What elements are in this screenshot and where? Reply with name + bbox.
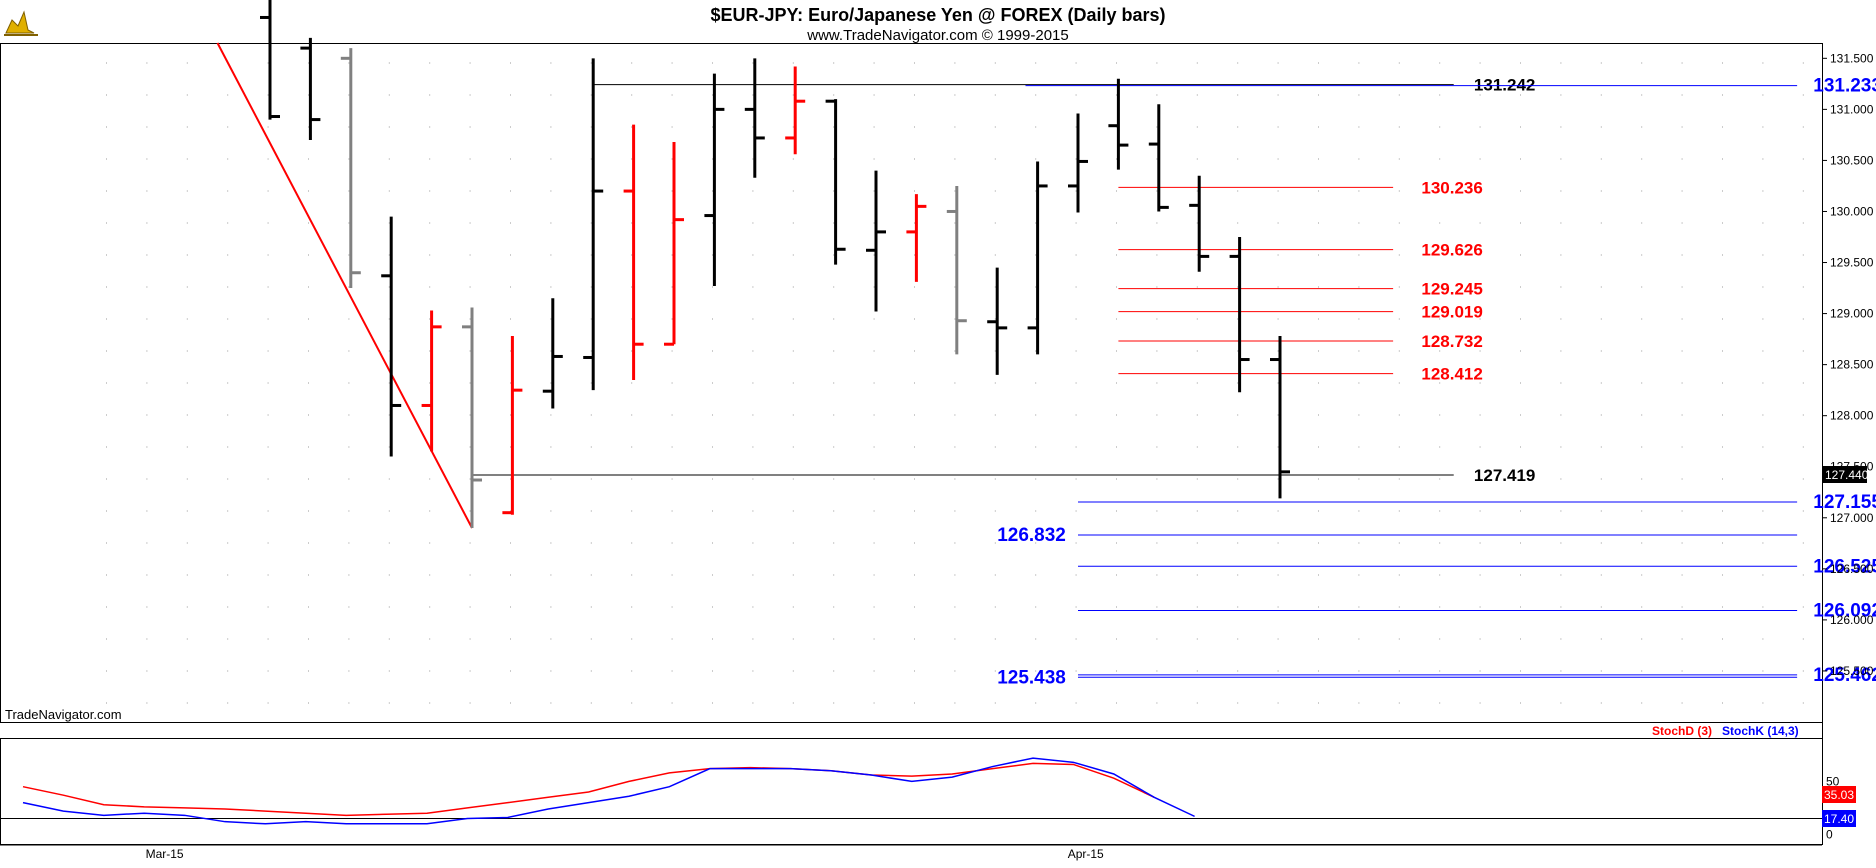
level-label: 127.155 [1813, 492, 1876, 513]
stoch-tick-label: 0 [1826, 827, 1833, 841]
ohlc-bar [300, 37, 321, 140]
ohlc-bar [583, 58, 604, 391]
ohlc-bar [704, 73, 725, 287]
chart-title: $EUR-JPY: Euro/Japanese Yen @ FOREX (Dai… [710, 5, 1165, 25]
ohlc-bar [1108, 78, 1129, 170]
price-levels: 131.242 131.233130.236129.626129.245129.0… [472, 76, 1876, 688]
ohlc-bar [1270, 336, 1290, 499]
price-tick-label: 129.000 [1830, 307, 1874, 321]
price-tick-label: 126.500 [1830, 562, 1874, 576]
stoch-d-legend: StochD (3) [1652, 724, 1712, 738]
ohlc-bar [1148, 104, 1169, 212]
price-tick-label: 131.500 [1830, 51, 1874, 65]
stoch-k-line [22, 757, 1195, 825]
ohlc-bar [502, 336, 523, 515]
stoch-k-legend: StochK (14,3) [1722, 724, 1799, 738]
level-label: 128.412 [1421, 365, 1482, 384]
level-label: 126.832 [997, 525, 1066, 546]
price-axis: 125.500126.000126.500127.000127.500128.0… [1822, 51, 1874, 678]
stoch-d-tag: 35.03 [1824, 788, 1854, 802]
level-label: 131.233 [1813, 76, 1876, 97]
level-label: 130.236 [1421, 178, 1482, 197]
stoch-tick-label: 50 [1826, 774, 1840, 788]
app-logo [4, 10, 38, 36]
ohlc-bar [946, 185, 967, 355]
price-panel [0, 43, 1823, 723]
level-label: 126.092 [1813, 601, 1876, 622]
watermark: TradeNavigator.com [5, 707, 122, 722]
ohlc-bar [1229, 237, 1250, 393]
ohlc-bar [421, 310, 442, 452]
price-tick-label: 129.500 [1830, 256, 1874, 270]
price-tick-label: 130.500 [1830, 153, 1874, 167]
price-tick-label: 127.000 [1830, 511, 1874, 525]
level-label: 129.626 [1421, 241, 1482, 260]
ohlc-bar [462, 307, 482, 528]
stoch-d-tag-bg [1822, 786, 1856, 803]
ohlc-bar [866, 170, 886, 312]
ohlc-bar [987, 267, 1008, 375]
ohlc-bar [825, 99, 846, 265]
ohlc-bar [542, 298, 563, 409]
level-label: 126.525 [1813, 556, 1876, 577]
last-price-tag: 127.440 [1825, 468, 1869, 482]
price-tick-label: 128.500 [1830, 358, 1874, 372]
date-label: Apr-15 [1068, 847, 1104, 861]
trendline-segment [216, 42, 473, 529]
ohlc-bar [744, 58, 765, 178]
stoch-k-tag: 17.40 [1824, 812, 1854, 826]
trendline [216, 42, 473, 529]
level-label: 125.462 [1813, 665, 1876, 686]
level-label: 127.419 [1474, 466, 1535, 485]
price-tick-label: 126.000 [1830, 613, 1874, 627]
grid [106, 62, 1804, 704]
ohlc-bar [1189, 175, 1210, 272]
level-label: 128.732 [1421, 332, 1482, 351]
ohlc-bar [381, 216, 402, 457]
level-label: 129.019 [1421, 303, 1482, 322]
ohlc-bar [785, 66, 806, 155]
date-label: Mar-15 [146, 847, 184, 861]
grid-dots [106, 62, 1804, 704]
last-price-tag-bg [1822, 466, 1867, 483]
ohlc-bar [340, 48, 361, 289]
price-bars [260, 0, 1290, 528]
ohlc-bar [260, 0, 280, 120]
price-tick-label: 131.000 [1830, 102, 1874, 116]
ohlc-bar [1027, 161, 1048, 355]
ohlc-bar [906, 194, 927, 282]
ohlc-bar [664, 142, 684, 346]
price-tick-label: 128.000 [1830, 409, 1874, 423]
price-tick-label: 125.500 [1830, 664, 1874, 678]
chart-subtitle: www.TradeNavigator.com © 1999-2015 [806, 27, 1068, 44]
stoch-k-tag-bg [1822, 810, 1856, 827]
ohlc-bar [1068, 113, 1088, 213]
level-label: 129.245 [1421, 280, 1482, 299]
ohlc-bar [623, 124, 644, 380]
stoch-d-line [22, 762, 1155, 817]
price-tick-label: 130.000 [1830, 204, 1874, 218]
date-axis: Mar-15 Apr-15 [0, 844, 1822, 861]
level-label: 125.438 [997, 667, 1066, 688]
stochastic-panel [0, 738, 1823, 845]
stochastic-plot: 0 50 [0, 757, 1840, 841]
